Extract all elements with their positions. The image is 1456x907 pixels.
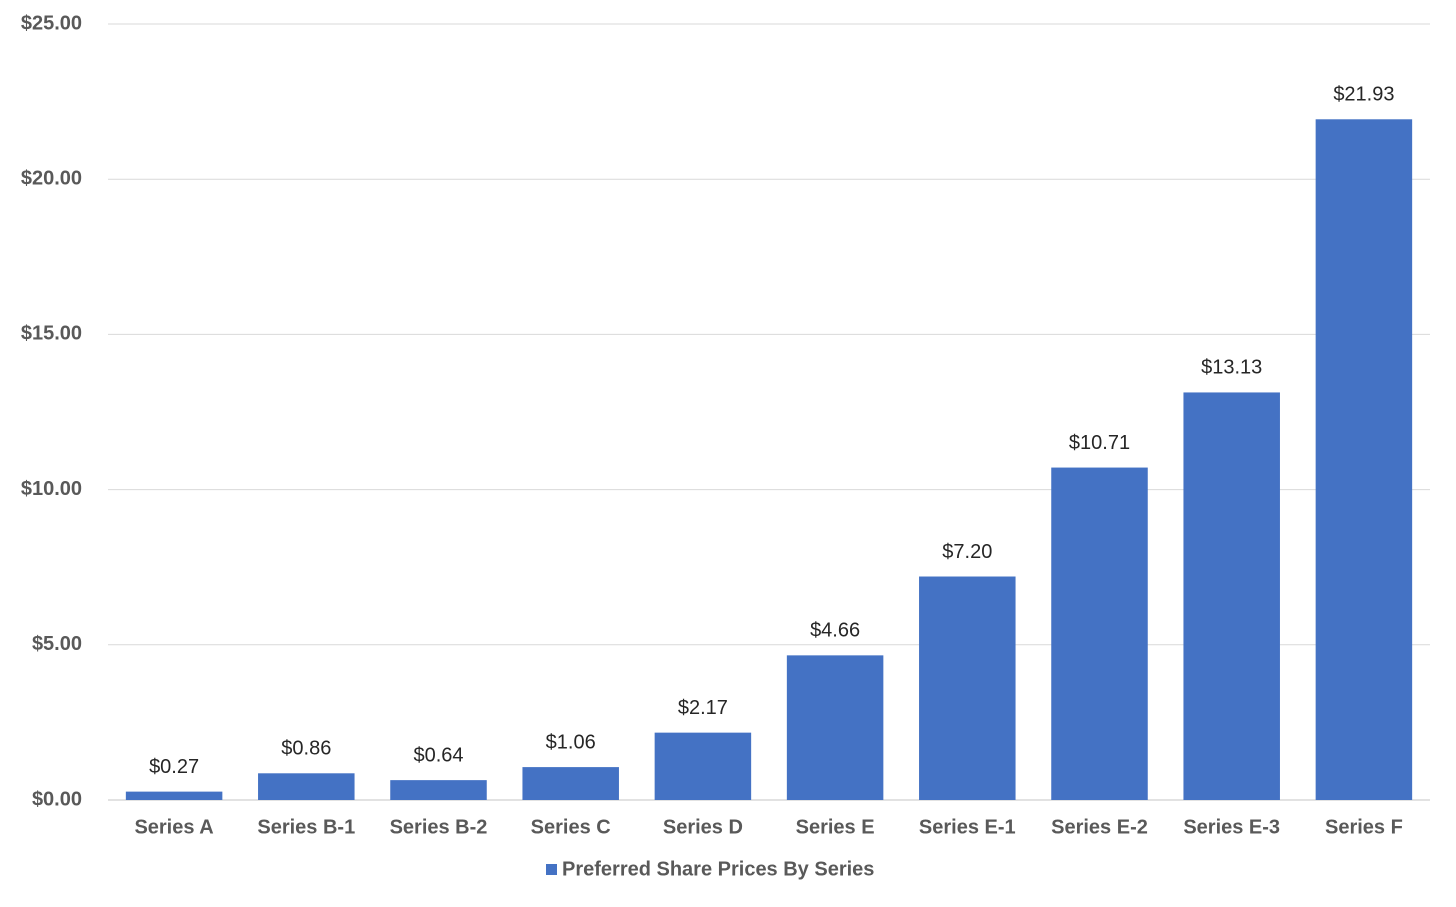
x-tick-label: Series F (1325, 816, 1403, 838)
bar (258, 773, 355, 800)
bar (390, 780, 487, 800)
x-tick-label: Series B-1 (257, 816, 355, 838)
bar (786, 655, 884, 800)
data-label: $0.86 (281, 738, 331, 760)
y-tick-label: $15.00 (21, 323, 82, 345)
data-label: $7.20 (942, 541, 992, 563)
y-tick-label: $20.00 (21, 167, 82, 189)
bar (1315, 119, 1413, 801)
legend-swatch (546, 864, 557, 875)
x-tick-label: Series E (796, 816, 875, 838)
bar (1051, 467, 1148, 800)
x-tick-label: Series C (531, 816, 611, 838)
data-label: $21.93 (1333, 84, 1394, 106)
data-label: $0.64 (413, 744, 463, 766)
data-label: $0.27 (149, 756, 199, 778)
x-tick-label: Series A (134, 816, 213, 838)
x-tick-label: Series B-2 (390, 816, 488, 838)
legend-label: Preferred Share Prices By Series (562, 858, 874, 880)
x-tick-label: Series E-2 (1051, 816, 1148, 838)
x-tick-label: Series E-1 (919, 816, 1016, 838)
data-label: $1.06 (546, 731, 596, 753)
data-label: $4.66 (810, 620, 860, 642)
bar (1183, 392, 1280, 800)
x-tick-label: Series D (663, 816, 743, 838)
y-tick-label: $10.00 (21, 478, 82, 500)
data-label: $13.13 (1201, 357, 1262, 379)
bar (522, 767, 619, 800)
y-tick-label: $5.00 (32, 633, 82, 655)
y-tick-label: $25.00 (21, 12, 82, 34)
bar (654, 732, 752, 800)
y-tick-label: $0.00 (32, 788, 82, 810)
data-label: $2.17 (678, 697, 728, 719)
x-tick-label: Series E-3 (1183, 816, 1280, 838)
data-label: $10.71 (1069, 432, 1130, 454)
bar (919, 576, 1016, 800)
bar (125, 791, 223, 800)
